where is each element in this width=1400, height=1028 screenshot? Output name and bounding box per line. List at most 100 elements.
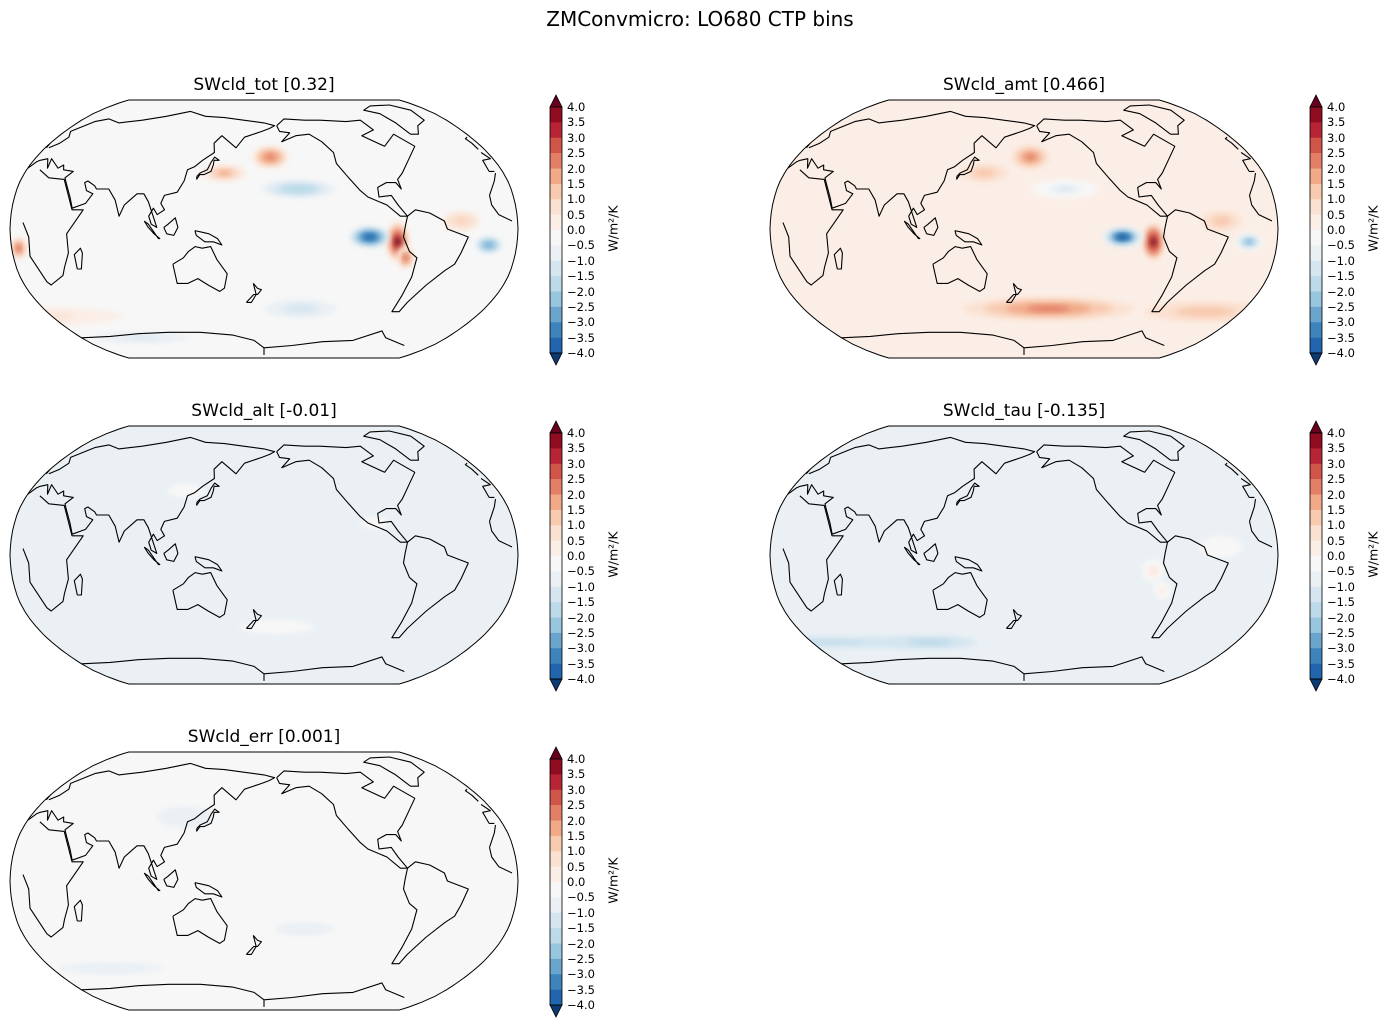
- colorbar-segment: [550, 509, 562, 526]
- coastline-madagascar: [833, 247, 843, 270]
- colorbar-tick-label: 0.5: [1327, 533, 1346, 548]
- colorbar-tick-label: −3.0: [567, 967, 595, 982]
- colorbar-tick-label: 2.5: [1327, 146, 1346, 161]
- colorbar-units-label: W/m²/K: [605, 857, 621, 904]
- colorbar-tick-label: −1.5: [1327, 595, 1355, 610]
- coastline-antarctica: [81, 982, 405, 1007]
- colorbar-tick-label: −1.5: [567, 269, 595, 284]
- colorbar-tick-label: 1.5: [567, 828, 586, 843]
- colorbar-tick-label: −1.0: [1327, 253, 1355, 268]
- coastline-antarctica: [841, 330, 1165, 355]
- colorbar-segment: [550, 433, 562, 449]
- colorbar-segment: [550, 912, 562, 929]
- coastline-africa: [782, 169, 1273, 286]
- colorbar-segment: [1310, 586, 1322, 603]
- coastline-nz: [1012, 609, 1022, 622]
- robinson-map: [769, 99, 1279, 359]
- coastline-australia: [172, 898, 228, 944]
- anomaly-contour: [176, 813, 196, 821]
- coastline-s_america: [391, 535, 469, 639]
- colorbar-segment: [550, 306, 562, 323]
- coastline-borneo: [163, 217, 179, 236]
- colorbar-tick-label: −3.0: [1327, 641, 1355, 656]
- coastline-africa: [22, 821, 513, 938]
- coastline-africa: [22, 495, 513, 612]
- colorbar-tick-label: 1.5: [567, 502, 586, 517]
- anomaly-contour: [364, 234, 375, 240]
- coastline-japan: [195, 156, 220, 180]
- coastline-n_america: [1036, 444, 1176, 543]
- colorbar-tick-label: 1.0: [567, 518, 586, 533]
- colorbar-units-label: W/m²/K: [1365, 531, 1381, 578]
- colorbar-segment: [1310, 617, 1322, 634]
- colorbar-tick-label: −1.5: [567, 595, 595, 610]
- coastline-n_america: [276, 118, 416, 217]
- coastline-nz_s: [245, 293, 257, 303]
- colorbar-extend-max: [1309, 94, 1323, 108]
- coastline-indonesia: [143, 220, 161, 240]
- colorbar-tick-label: 3.5: [567, 115, 586, 130]
- colorbar-tick-label: 2.0: [567, 161, 586, 176]
- colorbar-tick-label: 1.0: [1327, 192, 1346, 207]
- colorbar-extend-min: [1309, 678, 1323, 692]
- colorbar-segment: [1310, 214, 1322, 231]
- anomaly-contour: [1245, 239, 1253, 244]
- colorbar-segment: [1310, 571, 1322, 588]
- coastline-africa: [782, 495, 1273, 612]
- anomaly-contour: [291, 306, 310, 311]
- colorbar: [1309, 420, 1323, 692]
- colorbar-tick-label: 1.0: [567, 192, 586, 207]
- coastline-nz_s: [245, 945, 257, 955]
- colorbar-tick-label: −3.5: [567, 656, 595, 671]
- coastline-nz_s: [245, 619, 257, 629]
- coastline-madagascar: [73, 247, 83, 270]
- colorbar-segment: [550, 337, 562, 354]
- colorbar-tick-label: 3.5: [1327, 115, 1346, 130]
- coastline-madagascar: [73, 573, 83, 596]
- colorbar-tick-label: −4.0: [567, 998, 595, 1012]
- colorbar-tick-label: −3.5: [1327, 330, 1355, 345]
- colorbar-tick-label: −3.0: [1327, 315, 1355, 330]
- colorbar-tick-label: −3.0: [567, 315, 595, 330]
- anomaly-contour: [93, 966, 129, 971]
- anomaly-contour: [1117, 234, 1128, 240]
- colorbar-segment: [1310, 230, 1322, 246]
- map-border: [9, 425, 519, 685]
- map-border: [9, 99, 519, 359]
- colorbar-segment: [550, 137, 562, 154]
- colorbar-segment: [1310, 663, 1322, 680]
- colorbar-tick-label: −1.5: [567, 921, 595, 936]
- colorbar-segment: [550, 586, 562, 603]
- colorbar-segment: [1310, 433, 1322, 449]
- coastline-eurasia: [787, 110, 1255, 228]
- colorbar-segment: [550, 897, 562, 914]
- colorbar-tick-label: 3.0: [567, 456, 586, 471]
- colorbar-tick-label: −1.0: [567, 579, 595, 594]
- colorbar-tick-label: 2.0: [1327, 487, 1346, 502]
- colorbar-segment: [550, 805, 562, 821]
- colorbar-segment: [1310, 648, 1322, 664]
- colorbar-tick-label: 4.0: [567, 100, 586, 114]
- coastline-s_america: [391, 209, 469, 313]
- colorbar-frame: [1309, 432, 1323, 680]
- colorbar-segment: [1310, 602, 1322, 618]
- colorbar-extend-max: [549, 420, 563, 434]
- colorbar-tick-label: −0.5: [567, 890, 595, 905]
- anomaly-contour: [456, 218, 467, 224]
- colorbar-tick-label: 1.5: [1327, 502, 1346, 517]
- coastline-antarctica: [81, 656, 405, 681]
- colorbar-tick-label: 0.0: [567, 549, 586, 563]
- colorbar-segment: [1310, 479, 1322, 495]
- colorbar-tick-label: −1.0: [567, 253, 595, 268]
- colorbar-segment: [1310, 525, 1322, 541]
- coastline-nz_s: [1005, 619, 1017, 629]
- colorbar-segment: [550, 789, 562, 806]
- colorbar-segment: [550, 214, 562, 231]
- anomaly-contour: [1189, 309, 1220, 315]
- anomaly-contour: [294, 926, 315, 932]
- anomaly-contour: [978, 170, 990, 176]
- robinson-map: [9, 425, 519, 685]
- colorbar-tick-label: 4.0: [1327, 100, 1346, 114]
- colorbar-tick-label: −4.0: [567, 346, 595, 360]
- colorbar-units-label: W/m²/K: [605, 205, 621, 252]
